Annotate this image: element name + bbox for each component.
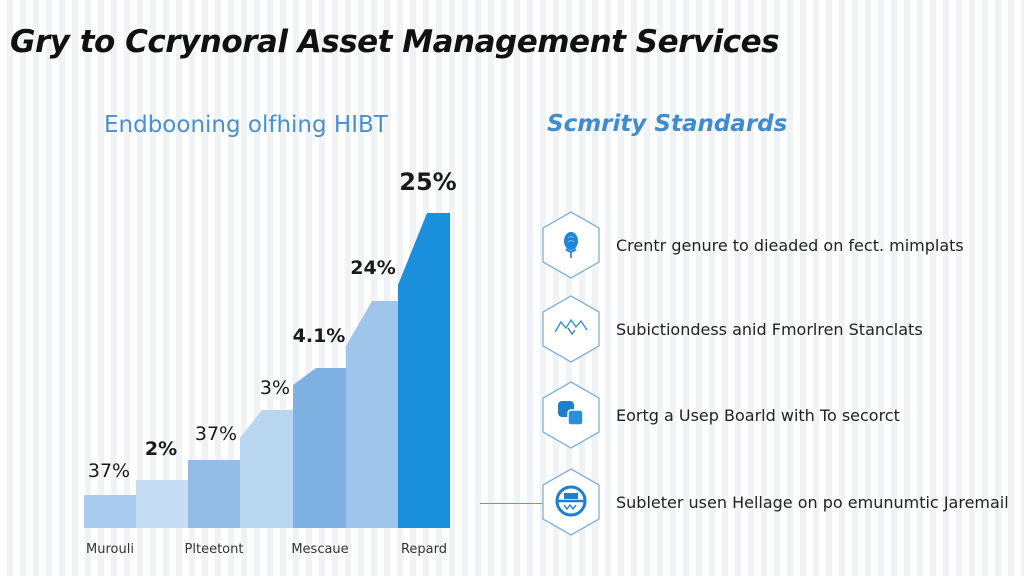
- hexagon-frame: [540, 294, 602, 364]
- chart-title: Endbooning olfhing HIBT: [104, 112, 388, 138]
- value-label-6: 24%: [350, 257, 396, 279]
- page-title: Gry to Ccrynoral Asset Management Servic…: [10, 24, 780, 60]
- bar-3: [188, 460, 240, 528]
- standard-item-3: Eortg a Usep Boarld with To secorct: [540, 380, 900, 450]
- bar-4: [240, 410, 293, 528]
- value-label-7: 25%: [399, 168, 457, 196]
- bar-7: [398, 213, 450, 528]
- bar-5: [293, 368, 346, 528]
- bar-1: [84, 495, 136, 528]
- bar-6: [346, 301, 398, 528]
- security-standards-title: Scmrity Standards: [547, 111, 788, 137]
- hexagon-frame: [540, 380, 602, 450]
- category-label-5: Mescaue: [291, 542, 349, 557]
- value-label-1: 37%: [87, 460, 131, 482]
- value-label-5: 4.1%: [292, 325, 346, 347]
- hexagon-frame: [540, 210, 602, 280]
- bar-2: [136, 480, 188, 528]
- category-label-3: Plteetont: [184, 542, 244, 557]
- standard-text-3: Eortg a Usep Boarld with To secorct: [616, 405, 900, 425]
- standard-item-4: Subleter usen Hellage on po emunumtic Ja…: [540, 467, 1009, 537]
- linked-squares-icon: [558, 401, 584, 426]
- standard-text-2: Subictiondess anid Fmorlren Stanclats: [616, 319, 923, 339]
- category-label-7: Repard: [400, 542, 448, 557]
- hexagon-frame: [540, 467, 602, 537]
- standard-text-4: Subleter usen Hellage on po emunumtic Ja…: [616, 492, 1009, 512]
- line-graph-icon: [554, 318, 588, 336]
- value-label-3: 37%: [194, 423, 238, 445]
- standard-text-1: Crentr genure to dieaded on fect. mimpla…: [616, 235, 964, 255]
- category-label-1: Murouli: [86, 542, 134, 557]
- fingerprint-icon: [564, 232, 578, 258]
- standard-item-2: Subictiondess anid Fmorlren Stanclats: [540, 294, 923, 364]
- value-label-4: 3%: [259, 377, 291, 399]
- value-label-2: 2%: [144, 438, 178, 460]
- standard-item-1: Crentr genure to dieaded on fect. mimpla…: [540, 210, 964, 280]
- secure-vault-icon: [555, 485, 587, 517]
- connector-line: [480, 503, 542, 504]
